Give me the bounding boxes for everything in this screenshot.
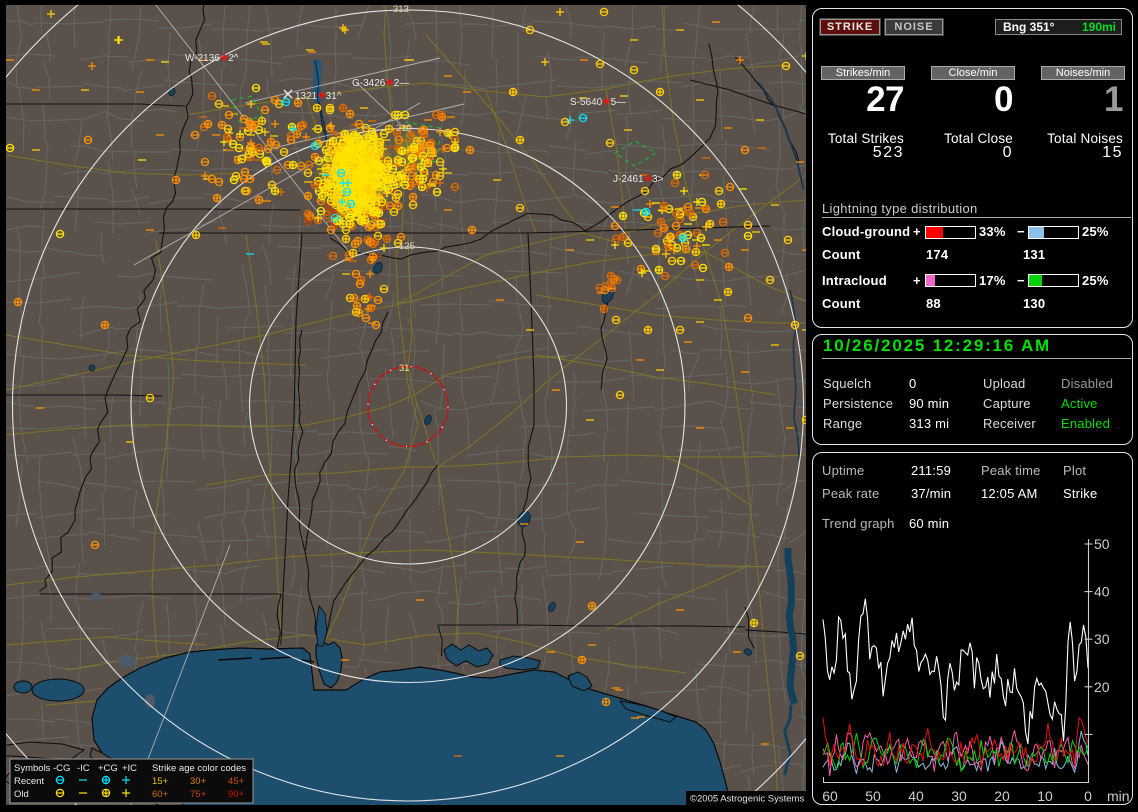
svg-text:Symbols: Symbols xyxy=(14,763,51,774)
svg-text:90+: 90+ xyxy=(228,789,245,800)
svg-text:20: 20 xyxy=(994,788,1010,804)
svg-text:-CG: -CG xyxy=(53,763,70,774)
svg-text:Old: Old xyxy=(14,789,29,800)
svg-text:40: 40 xyxy=(908,788,924,804)
svg-text:1321✚31^: 1321✚31^ xyxy=(295,91,342,102)
svg-text:219: 219 xyxy=(396,123,412,134)
svg-text:45+: 45+ xyxy=(228,776,245,787)
svg-text:S-5640✚5—: S-5640✚5— xyxy=(570,97,626,108)
svg-text:10: 10 xyxy=(1037,788,1053,804)
svg-text:313: 313 xyxy=(393,5,409,15)
svg-text:+CG: +CG xyxy=(98,763,118,774)
svg-text:125: 125 xyxy=(399,241,415,252)
svg-text:min: min xyxy=(1107,788,1130,804)
svg-text:+IC: +IC xyxy=(122,763,137,774)
svg-text:75+: 75+ xyxy=(190,789,207,800)
svg-text:20: 20 xyxy=(1094,679,1110,695)
svg-text:50: 50 xyxy=(1094,536,1110,552)
svg-text:40: 40 xyxy=(1094,584,1110,600)
svg-text:Recent: Recent xyxy=(14,776,44,787)
svg-text:Strike age color codes: Strike age color codes xyxy=(152,763,246,774)
svg-text:J-2461✚3>: J-2461✚3> xyxy=(613,174,664,185)
svg-text:G-3426✚2—: G-3426✚2— xyxy=(352,78,409,89)
svg-text:30+: 30+ xyxy=(190,776,207,787)
svg-text:30: 30 xyxy=(1094,631,1110,647)
svg-text:0: 0 xyxy=(1084,788,1092,804)
svg-text:50: 50 xyxy=(865,788,881,804)
svg-text:15+: 15+ xyxy=(152,776,169,787)
svg-text:30: 30 xyxy=(951,788,967,804)
svg-text:©2005 Astrogenic Systems: ©2005 Astrogenic Systems xyxy=(690,794,804,805)
svg-text:-IC: -IC xyxy=(77,763,90,774)
svg-text:W-2136✚2^: W-2136✚2^ xyxy=(185,53,239,64)
svg-text:60+: 60+ xyxy=(152,789,169,800)
svg-text:60: 60 xyxy=(822,788,838,804)
svg-text:31: 31 xyxy=(399,363,410,374)
